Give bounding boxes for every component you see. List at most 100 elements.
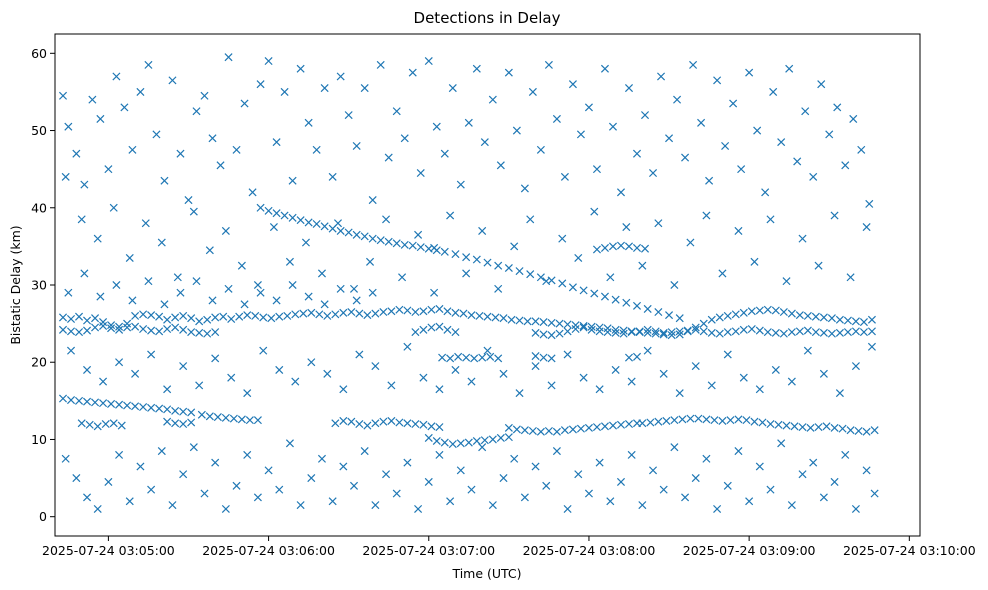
data-point — [101, 419, 110, 429]
data-point — [451, 328, 460, 337]
data-point — [835, 315, 844, 324]
data-point — [115, 358, 124, 367]
data-point — [267, 314, 276, 323]
data-point — [584, 103, 593, 112]
data-point — [670, 280, 679, 290]
data-point — [771, 328, 780, 337]
data-point — [777, 138, 786, 147]
data-point — [200, 489, 209, 498]
data-point — [269, 223, 278, 232]
data-point — [595, 385, 604, 394]
data-point — [659, 330, 668, 339]
data-point — [734, 447, 743, 456]
data-point — [451, 365, 460, 374]
data-point — [571, 321, 580, 330]
data-point — [579, 323, 588, 332]
data-point — [83, 493, 92, 502]
data-point — [288, 176, 297, 185]
data-point — [654, 417, 663, 426]
data-point — [699, 319, 708, 328]
data-point — [115, 450, 124, 459]
data-point — [478, 353, 487, 362]
data-point — [299, 309, 308, 318]
data-point — [782, 421, 791, 430]
data-point — [58, 313, 68, 322]
data-point — [649, 168, 658, 178]
data-point — [782, 277, 791, 286]
data-point — [379, 417, 388, 426]
data-point — [483, 346, 492, 355]
data-point — [376, 60, 385, 69]
data-point — [643, 346, 652, 355]
data-point — [536, 273, 545, 282]
data-point — [675, 330, 684, 339]
data-point — [205, 246, 214, 255]
data-point — [865, 199, 874, 208]
data-point — [99, 321, 108, 330]
data-point — [352, 141, 361, 151]
data-point — [587, 325, 596, 334]
data-point — [576, 424, 585, 433]
data-point — [627, 328, 636, 337]
data-point — [504, 433, 513, 442]
data-point — [454, 352, 463, 361]
data-point — [64, 122, 73, 131]
data-point — [691, 474, 700, 483]
data-point — [681, 493, 690, 502]
data-point — [737, 165, 746, 174]
data-point — [600, 243, 609, 252]
data-point — [488, 435, 497, 444]
data-point — [320, 84, 329, 93]
data-point — [526, 215, 535, 224]
data-point — [563, 327, 572, 336]
data-point — [285, 257, 294, 266]
data-point — [681, 153, 690, 162]
data-point — [814, 261, 823, 270]
data-point — [507, 315, 516, 324]
data-point — [144, 60, 153, 69]
data-point — [107, 399, 116, 408]
data-point — [558, 234, 567, 243]
data-point — [531, 317, 540, 326]
data-point — [774, 420, 783, 429]
data-point — [259, 346, 268, 355]
data-point — [520, 493, 529, 502]
data-point — [726, 416, 735, 425]
data-point — [611, 365, 620, 374]
data-point — [755, 326, 764, 335]
data-point — [777, 439, 786, 448]
data-point — [707, 328, 716, 337]
data-point — [552, 427, 561, 436]
data-point — [587, 322, 596, 331]
data-point — [592, 165, 601, 174]
data-point — [371, 501, 380, 510]
data-point — [398, 273, 407, 282]
data-point — [296, 216, 305, 225]
data-point — [504, 68, 513, 77]
data-point — [811, 328, 820, 337]
data-point — [467, 377, 476, 386]
data-point — [66, 346, 76, 355]
data-point — [494, 261, 503, 270]
data-point — [304, 118, 313, 127]
data-point — [675, 389, 684, 398]
data-point — [400, 240, 409, 249]
data-point — [510, 242, 519, 251]
data-point — [227, 373, 236, 382]
data-point — [66, 327, 76, 336]
data-point — [443, 307, 452, 316]
data-point — [785, 64, 794, 73]
data-point — [99, 318, 108, 327]
series-group — [638, 414, 879, 436]
data-point — [843, 316, 852, 325]
data-point — [665, 311, 674, 320]
data-point — [862, 427, 871, 436]
data-point — [248, 188, 257, 197]
data-point — [446, 497, 455, 506]
data-point — [600, 292, 609, 301]
data-point — [870, 426, 879, 435]
data-point — [430, 243, 439, 252]
data-point — [526, 270, 535, 279]
data-point — [112, 72, 121, 81]
data-point — [632, 301, 642, 310]
